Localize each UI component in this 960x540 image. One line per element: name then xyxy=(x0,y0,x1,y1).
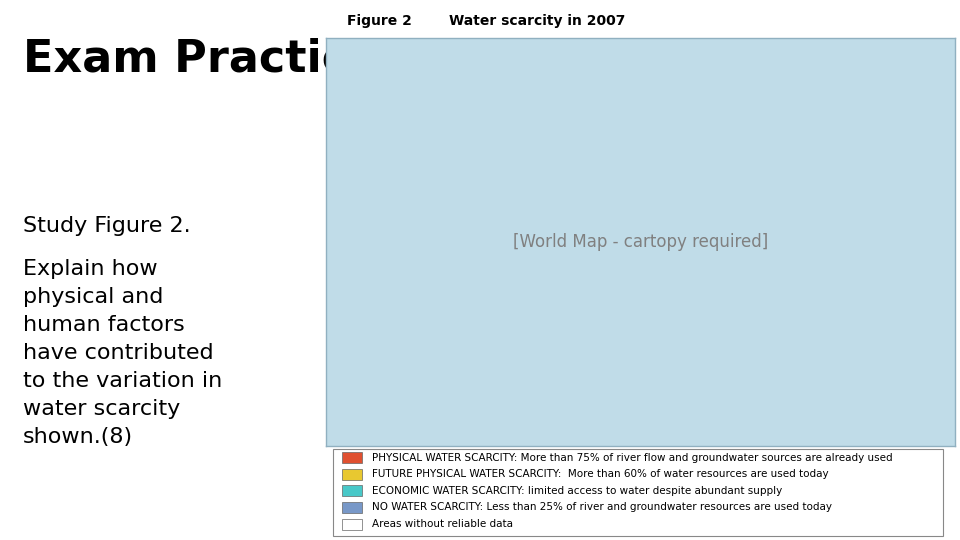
Text: Exam Practice: Exam Practice xyxy=(22,38,378,81)
Text: Figure 2: Figure 2 xyxy=(348,14,412,28)
Bar xyxy=(342,452,362,463)
Text: NO WATER SCARCITY: Less than 25% of river and groundwater resources are used tod: NO WATER SCARCITY: Less than 25% of rive… xyxy=(372,503,831,512)
Text: FUTURE PHYSICAL WATER SCARCITY:  More than 60% of water resources are used today: FUTURE PHYSICAL WATER SCARCITY: More tha… xyxy=(372,469,828,479)
Bar xyxy=(342,502,362,513)
Text: Study Figure 2.: Study Figure 2. xyxy=(22,216,190,236)
Bar xyxy=(342,519,362,530)
Text: Explain how
physical and
human factors
have contributed
to the variation in
wate: Explain how physical and human factors h… xyxy=(22,259,222,447)
Bar xyxy=(342,485,362,496)
Text: [World Map - cartopy required]: [World Map - cartopy required] xyxy=(514,233,768,251)
Text: ECONOMIC WATER SCARCITY: limited access to water despite abundant supply: ECONOMIC WATER SCARCITY: limited access … xyxy=(372,486,782,496)
Text: Areas without reliable data: Areas without reliable data xyxy=(372,519,513,529)
Text: Water scarcity in 2007: Water scarcity in 2007 xyxy=(449,14,626,28)
Text: PHYSICAL WATER SCARCITY: More than 75% of river flow and groundwater sources are: PHYSICAL WATER SCARCITY: More than 75% o… xyxy=(372,453,892,463)
Bar xyxy=(342,469,362,480)
